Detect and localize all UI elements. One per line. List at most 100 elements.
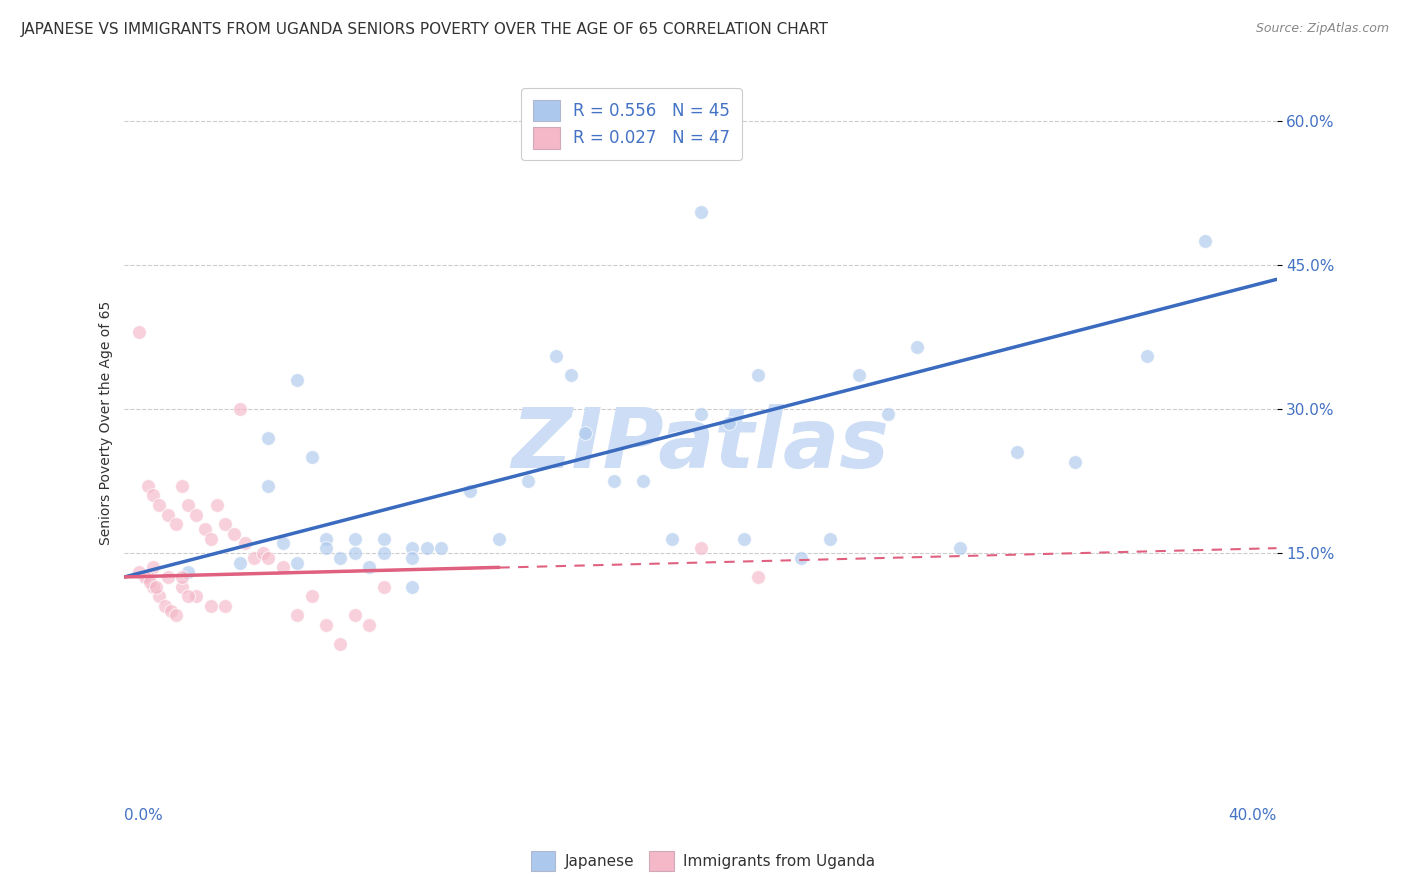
Point [1136, 349, 1159, 363]
Point [142, 580, 165, 594]
Point [876, 407, 898, 421]
Point [222, 526, 245, 541]
Point [159, 603, 181, 617]
Point [905, 340, 928, 354]
Point [689, 407, 711, 421]
Point [142, 560, 165, 574]
Point [315, 541, 337, 556]
Point [401, 541, 423, 556]
Point [546, 349, 568, 363]
Point [186, 508, 208, 522]
Point [165, 517, 187, 532]
Point [170, 570, 193, 584]
Legend: Japanese, Immigrants from Uganda: Japanese, Immigrants from Uganda [524, 846, 882, 877]
Point [315, 618, 337, 632]
Point [170, 580, 193, 594]
Point [488, 532, 510, 546]
Point [301, 589, 323, 603]
Point [458, 483, 481, 498]
Point [148, 498, 170, 512]
Point [142, 488, 165, 502]
Point [235, 536, 257, 550]
Text: 0.0%: 0.0% [125, 808, 163, 823]
Point [271, 560, 294, 574]
Point [1064, 455, 1087, 469]
Text: JAPANESE VS IMMIGRANTS FROM UGANDA SENIORS POVERTY OVER THE AGE OF 65 CORRELATIO: JAPANESE VS IMMIGRANTS FROM UGANDA SENIO… [21, 22, 830, 37]
Point [271, 536, 294, 550]
Point [733, 532, 755, 546]
Point [747, 368, 769, 383]
Text: 40.0%: 40.0% [1229, 808, 1277, 823]
Point [343, 546, 366, 560]
Point [401, 550, 423, 565]
Point [156, 508, 179, 522]
Point [574, 425, 596, 440]
Point [156, 570, 179, 584]
Point [718, 417, 741, 431]
Point [359, 560, 381, 574]
Point [177, 589, 200, 603]
Point [689, 205, 711, 219]
Point [214, 517, 236, 532]
Point [1007, 445, 1029, 459]
Point [373, 580, 395, 594]
Point [194, 522, 217, 536]
Point [200, 599, 222, 613]
Point [747, 570, 769, 584]
Point [177, 565, 200, 579]
Point [949, 541, 972, 556]
Point [689, 541, 711, 556]
Legend: R = 0.556   N = 45, R = 0.027   N = 47: R = 0.556 N = 45, R = 0.027 N = 47 [522, 88, 741, 161]
Point [177, 498, 200, 512]
Point [128, 325, 150, 339]
Point [1194, 234, 1216, 248]
Point [200, 532, 222, 546]
Point [329, 637, 352, 651]
Point [315, 532, 337, 546]
Point [560, 368, 582, 383]
Point [228, 556, 250, 570]
Text: Source: ZipAtlas.com: Source: ZipAtlas.com [1256, 22, 1389, 36]
Point [329, 550, 352, 565]
Point [416, 541, 439, 556]
Point [128, 565, 150, 579]
Point [818, 532, 841, 546]
Point [848, 368, 870, 383]
Text: ZIPatlas: ZIPatlas [512, 404, 890, 485]
Point [214, 599, 236, 613]
Point [170, 479, 193, 493]
Point [285, 608, 308, 623]
Point [430, 541, 453, 556]
Point [285, 373, 308, 387]
Point [139, 574, 162, 589]
Point [153, 599, 176, 613]
Point [228, 401, 250, 416]
Point [136, 479, 159, 493]
Point [516, 474, 538, 488]
Point [401, 580, 423, 594]
Point [373, 532, 395, 546]
Point [603, 474, 626, 488]
Point [136, 570, 159, 584]
Point [257, 479, 280, 493]
Point [343, 608, 366, 623]
Point [243, 550, 266, 565]
Point [359, 618, 381, 632]
Point [257, 550, 280, 565]
Point [252, 546, 274, 560]
Point [148, 589, 170, 603]
Point [205, 498, 228, 512]
Point [165, 608, 187, 623]
Point [301, 450, 323, 464]
Point [145, 580, 167, 594]
Point [631, 474, 654, 488]
Point [257, 431, 280, 445]
Point [343, 532, 366, 546]
Point [661, 532, 683, 546]
Point [790, 550, 813, 565]
Point [373, 546, 395, 560]
Point [285, 556, 308, 570]
Point [186, 589, 208, 603]
Point [134, 570, 156, 584]
Y-axis label: Seniors Poverty Over the Age of 65: Seniors Poverty Over the Age of 65 [100, 301, 114, 546]
